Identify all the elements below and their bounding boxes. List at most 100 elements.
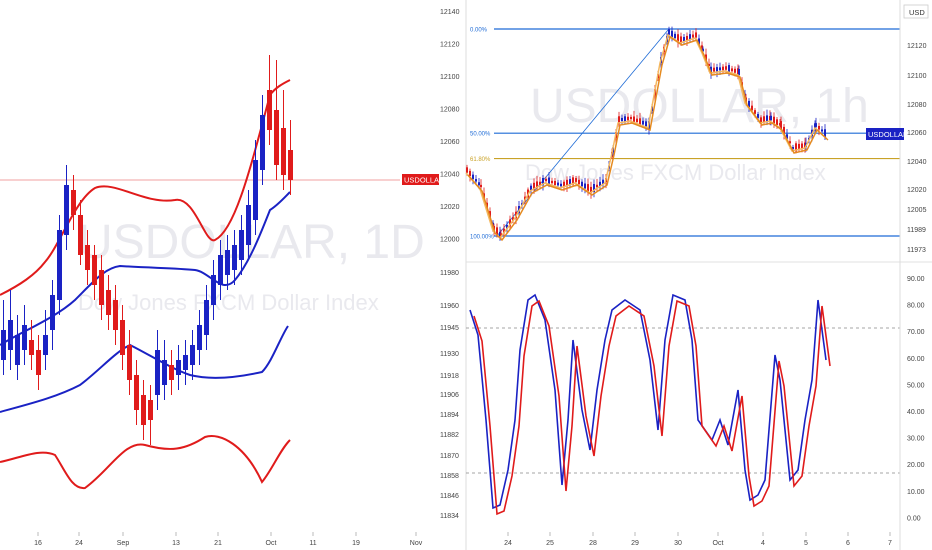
stochastic-y-tick-label: 70.00 (907, 329, 925, 336)
hourly-left-y-tick-label: 12060 (440, 139, 460, 146)
hourly-candle-body (545, 178, 547, 182)
daily-candle-body (106, 290, 111, 315)
fib-level-label: 61.80% (470, 157, 491, 163)
hourly-candle-body (645, 121, 647, 127)
daily-y-tick-label: 11945 (440, 325, 459, 332)
hourly-candle-body (569, 179, 571, 185)
right-price-tag (866, 128, 904, 140)
stochastic-y-tick-label: 40.00 (907, 409, 925, 416)
daily-y-tick-label: 11894 (440, 412, 459, 419)
daily-candle-body (99, 270, 104, 305)
hourly-candle-body (639, 118, 641, 125)
stochastic-k-line (469, 293, 827, 510)
daily-candle-body (1, 330, 6, 360)
hourly-candle-body (680, 36, 682, 44)
hourly-x-tick-label: 28 (589, 540, 597, 547)
hourly-candle-body (557, 182, 559, 186)
hourly-candle-body (593, 184, 595, 192)
hourly-x-tick-label: 25 (546, 540, 554, 547)
daily-candle-body (281, 128, 286, 175)
hourly-right-y-tick-label: 12120 (907, 43, 927, 50)
stochastic-y-tick-label: 10.00 (907, 489, 925, 496)
daily-candle-body (71, 190, 76, 215)
stochastic-d-line (473, 299, 831, 516)
hourly-candle-body (824, 129, 826, 138)
usd-currency-label: USD (909, 8, 925, 17)
hourly-candle-body (630, 116, 632, 120)
hourly-candle-body (738, 68, 740, 76)
hourly-x-tick-label: 7 (888, 540, 892, 547)
hourly-candle-body (633, 116, 635, 122)
stochastic-y-tick-label: 30.00 (907, 436, 925, 443)
daily-candle-body (288, 150, 293, 180)
daily-candle-body (85, 245, 90, 270)
hourly-candle-body (716, 67, 718, 72)
hourly-candle-body (536, 181, 538, 189)
hourly-candle-body (780, 121, 782, 129)
hourly-candle-body (668, 29, 670, 35)
hourly-candle-body (683, 36, 685, 42)
moving-average-line (467, 35, 829, 242)
daily-y-tick-label: 11930 (440, 351, 459, 358)
daily-candle-body (141, 395, 146, 425)
hourly-candle-body (480, 184, 482, 188)
daily-y-tick-label: 11834 (440, 513, 459, 520)
bollinger-band-line (0, 435, 291, 490)
hourly-right-y-tick-label: 12100 (907, 73, 927, 80)
daily-x-tick-label: 11 (309, 540, 316, 547)
hourly-candle-body (731, 68, 733, 72)
hourly-candle-body (692, 34, 694, 38)
daily-candle-body (162, 360, 167, 385)
hourly-candle-body (710, 66, 712, 74)
hourly-candle-body (503, 228, 505, 234)
hourly-candle-body (469, 170, 471, 176)
daily-x-tick-label: Oct (266, 540, 277, 547)
left-watermark-symbol: USDOLLAR, 1D (78, 216, 425, 269)
right-price-axis: 12120 12100 12080 12060 12040 12020 12005 11989… (907, 0, 927, 522)
hourly-candle-body (575, 178, 577, 182)
hourly-candle-body (539, 181, 541, 185)
daily-candle-body (43, 335, 48, 355)
hourly-candle-body (792, 146, 794, 150)
hourly-x-tick-label: 24 (504, 540, 512, 547)
hourly-candle-body (563, 181, 565, 187)
hourly-candle-body (754, 110, 756, 114)
hourly-left-y-tick-label: 12020 (440, 204, 460, 211)
bollinger-bands (0, 79, 291, 490)
hourly-right-y-tick-label: 11959 (907, 0, 926, 2)
daily-candle-body (92, 255, 97, 285)
daily-chart-panel[interactable]: USDOLLAR, 1D Dow Jones FXCM Dollar Index… (0, 55, 445, 547)
hourly-candle-body (748, 100, 750, 108)
hourly-candle-body (763, 116, 765, 123)
hourly-chart-panel[interactable]: USDOLLAR, 1h Dow Jones FXCM Dollar Index… (465, 26, 932, 263)
stochastic-y-tick-label: 20.00 (907, 462, 925, 469)
daily-x-tick-label: 19 (352, 540, 360, 547)
hourly-candle-body (686, 35, 688, 41)
hourly-x-tick-label: 30 (674, 540, 682, 547)
daily-x-tick-label: 24 (75, 540, 83, 547)
hourly-candle-body (587, 184, 589, 192)
stochastic-panel[interactable]: 24 25 28 29 30 Oct 4 5 6 7 (466, 293, 900, 547)
hourly-candle-body (602, 179, 604, 185)
hourly-candle-body (734, 68, 736, 73)
daily-candle-body (22, 325, 27, 350)
hourly-candle-body (548, 177, 550, 185)
hourly-left-y-tick-label: 12120 (440, 42, 460, 49)
hourly-candle-body (815, 123, 817, 127)
bollinger-band-line (0, 191, 291, 346)
left-price-tag-label: USDOLLAR (404, 176, 445, 185)
daily-y-tick-label: 11960 (440, 303, 459, 310)
hourly-candle-body (560, 183, 562, 187)
stochastic-y-tick-label: 50.00 (907, 382, 925, 389)
hourly-right-y-tick-label: 11989 (907, 227, 926, 234)
hourly-x-tick-label: 4 (761, 540, 765, 547)
hourly-candle-body (760, 117, 762, 123)
stochastic-lines (469, 293, 831, 516)
daily-candle-body (78, 215, 83, 255)
daily-candle-body (169, 365, 174, 380)
hourly-candle-body (554, 180, 556, 186)
left-watermark-name: Dow Jones FXCM Dollar Index (78, 290, 379, 315)
hourly-candle-body (786, 134, 788, 139)
daily-candle-body (50, 295, 55, 330)
daily-candle-body (8, 320, 13, 350)
